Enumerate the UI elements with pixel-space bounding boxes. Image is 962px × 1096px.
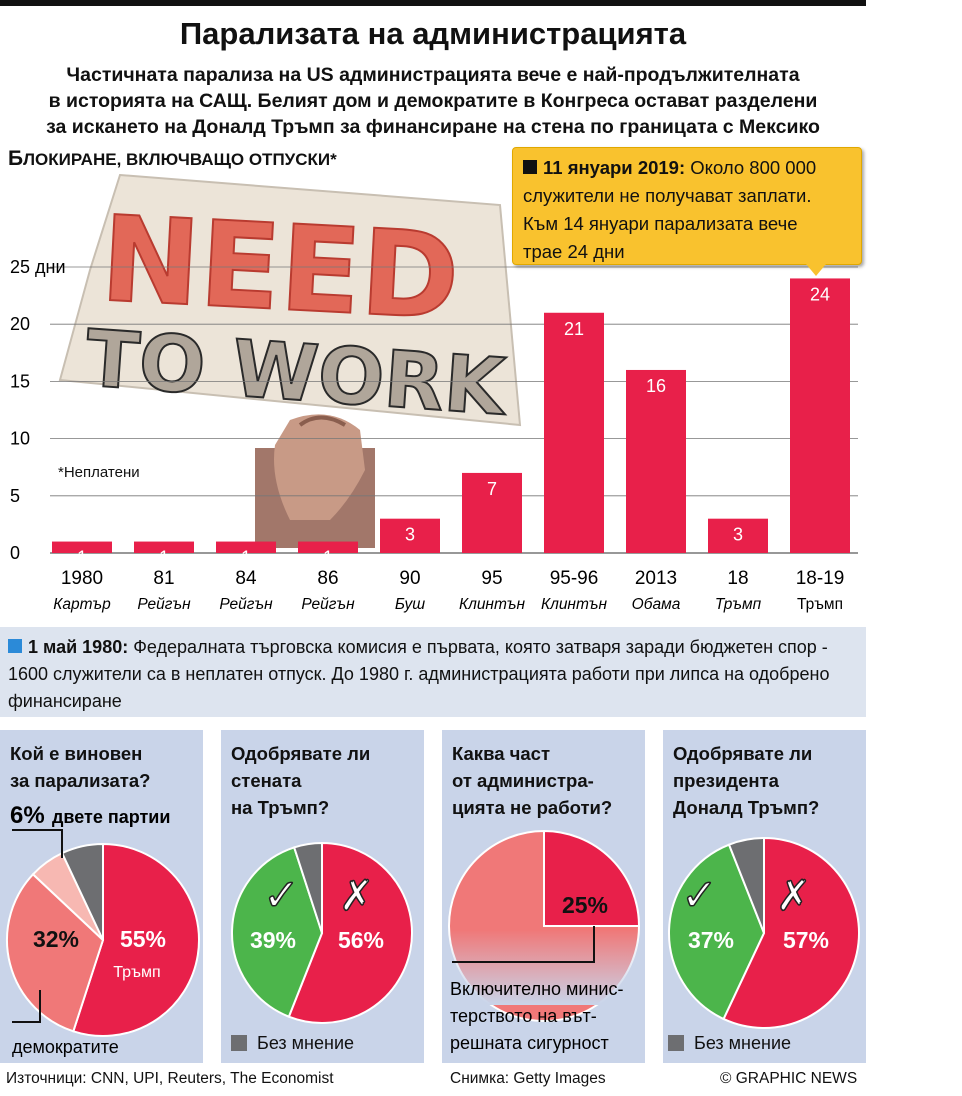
pie-chart-wall: 56% 39% ✓ ✗ bbox=[221, 730, 424, 1063]
tooltip-line-2: служители не получават заплати. bbox=[523, 182, 861, 210]
x-tick-label: 95-96 bbox=[550, 568, 599, 589]
bar-value-label: 1 bbox=[241, 548, 251, 568]
pie-value-label: 55% bbox=[120, 926, 166, 952]
x-tick-label: 84 bbox=[235, 568, 257, 589]
pie-value-label: 56% bbox=[338, 927, 384, 953]
x-tick-label: 90 bbox=[399, 568, 420, 589]
legend-swatch bbox=[231, 1035, 247, 1051]
president-label: Тръмп bbox=[715, 596, 762, 613]
president-label: Клинтън bbox=[459, 596, 526, 613]
page-subtitle: Частичната парализа на US администрацият… bbox=[0, 62, 866, 140]
pie-chart-closed-share: 25% Включително минис- терството на вът-… bbox=[442, 730, 645, 1063]
callout-line bbox=[12, 830, 62, 858]
footer-photo-credit: Снимка: Getty Images bbox=[450, 1070, 606, 1088]
x-tick-label: 18-19 bbox=[796, 568, 845, 589]
legend-swatch bbox=[668, 1035, 684, 1051]
section-title-cap: Б bbox=[8, 147, 23, 170]
cross-icon: ✗ bbox=[339, 871, 374, 920]
president-label: Тръмп bbox=[797, 596, 843, 613]
bar-value-label: 1 bbox=[159, 548, 169, 568]
pie-chart-blame: 55% 32% 6% двете партии демократите Тръмп bbox=[0, 730, 203, 1063]
pie-chart-approval: 57% 37% ✓ ✗ bbox=[663, 730, 866, 1063]
pie-value-label: 25% bbox=[562, 892, 608, 918]
top-bar bbox=[0, 0, 866, 6]
legend-label: Без мнение bbox=[694, 1033, 791, 1053]
footer-sources: Източници: CNN, UPI, Reuters, The Econom… bbox=[6, 1070, 334, 1088]
president-label: Рейгън bbox=[219, 596, 273, 613]
bar bbox=[626, 370, 686, 553]
poll-card-closed-share: Каква част от администра- цията не работ… bbox=[442, 730, 645, 1063]
pie-value-label: 39% bbox=[250, 927, 296, 953]
pie-value-label: 37% bbox=[688, 927, 734, 953]
president-label: Картър bbox=[53, 596, 111, 613]
x-tick-label: 2013 bbox=[635, 568, 677, 589]
legend-no-opinion: Без мнение bbox=[231, 1033, 354, 1054]
democrats-label: демократите bbox=[12, 1037, 119, 1057]
president-label: Буш bbox=[395, 596, 425, 613]
bar bbox=[544, 313, 604, 553]
callout-pct: 6% bbox=[10, 802, 45, 829]
x-tick-label: 95 bbox=[481, 568, 502, 589]
y-tick-label: 25 дни bbox=[10, 257, 66, 277]
tooltip-jan-2019: 11 януари 2019: Около 800 000 служители … bbox=[512, 147, 862, 265]
section-title-rest: ЛОКИРАНЕ, ВКЛЮЧВАЩО ОТПУСКИ* bbox=[23, 150, 337, 169]
y-tick-label: 5 bbox=[10, 486, 20, 506]
poll-card-wall: Одобрявате ли стената на Тръмп? 56% 39% ✓… bbox=[221, 730, 424, 1063]
note-line-2: терството на вът- bbox=[450, 1006, 597, 1026]
bar-value-label: 16 bbox=[646, 376, 666, 396]
president-label: Клинтън bbox=[541, 596, 608, 613]
info-body: Федералната търговска комисия е първата,… bbox=[8, 637, 829, 711]
y-tick-label: 15 bbox=[10, 371, 30, 391]
y-tick-label: 20 bbox=[10, 314, 30, 334]
info-text: 1 май 1980: Федералната търговска комиси… bbox=[8, 634, 863, 715]
callout-text: двете партии bbox=[52, 807, 170, 827]
bar-value-label: 21 bbox=[564, 319, 584, 339]
info-date: 1 май 1980: bbox=[28, 637, 128, 657]
bar bbox=[790, 278, 850, 553]
tooltip-date: 11 януари 2019: bbox=[543, 157, 685, 178]
tooltip-arrow bbox=[806, 264, 826, 276]
chart-section-title: БЛОКИРАНЕ, ВКЛЮЧВАЩО ОТПУСКИ* bbox=[8, 147, 337, 171]
note-line-1: Включително минис- bbox=[450, 979, 623, 999]
bar-value-label: 1 bbox=[77, 548, 87, 568]
note-line-3: решната сигурност bbox=[450, 1033, 609, 1053]
checkmark-icon: ✓ bbox=[681, 870, 718, 921]
x-tick-label: 18 bbox=[727, 568, 748, 589]
cross-icon: ✗ bbox=[776, 871, 811, 920]
trump-label: Тръмп bbox=[113, 964, 160, 981]
tooltip-line-3: Към 14 януари парализата вече bbox=[523, 210, 861, 238]
y-tick-label: 10 bbox=[10, 429, 30, 449]
protest-photo: NEED TO WORK bbox=[60, 175, 520, 548]
page-title: Парализата на администрацията bbox=[0, 16, 866, 52]
president-label: Обама bbox=[632, 596, 681, 613]
tooltip-square-icon bbox=[523, 160, 537, 174]
pie-value-label: 32% bbox=[33, 926, 79, 952]
bar-value-label: 1 bbox=[323, 548, 333, 568]
bar-value-label: 3 bbox=[733, 525, 743, 545]
legend-label: Без мнение bbox=[257, 1033, 354, 1053]
pie-value-label: 57% bbox=[783, 927, 829, 953]
unpaid-note: *Неплатени bbox=[58, 464, 140, 481]
y-tick-label: 0 bbox=[10, 543, 20, 563]
bar-value-label: 7 bbox=[487, 479, 497, 499]
checkmark-icon: ✓ bbox=[263, 870, 300, 921]
legend-no-opinion: Без мнение bbox=[668, 1033, 791, 1054]
x-tick-label: 81 bbox=[153, 568, 174, 589]
info-square-icon bbox=[8, 639, 22, 653]
x-tick-label: 86 bbox=[317, 568, 338, 589]
poll-card-approval: Одобрявате ли президента Доналд Тръмп? 5… bbox=[663, 730, 866, 1063]
president-label: Рейгън bbox=[137, 596, 191, 613]
bar-value-label: 24 bbox=[810, 284, 830, 304]
tooltip-line-1: Около 800 000 bbox=[690, 157, 816, 178]
footer-copyright: © GRAPHIC NEWS bbox=[720, 1070, 857, 1088]
bar-value-label: 3 bbox=[405, 525, 415, 545]
poll-card-blame: Кой е виновен за парализата? 55% 32% 6% д… bbox=[0, 730, 203, 1063]
president-label: Рейгън bbox=[301, 596, 355, 613]
tooltip-line-4: трае 24 дни bbox=[523, 238, 861, 266]
x-tick-label: 1980 bbox=[61, 568, 103, 589]
